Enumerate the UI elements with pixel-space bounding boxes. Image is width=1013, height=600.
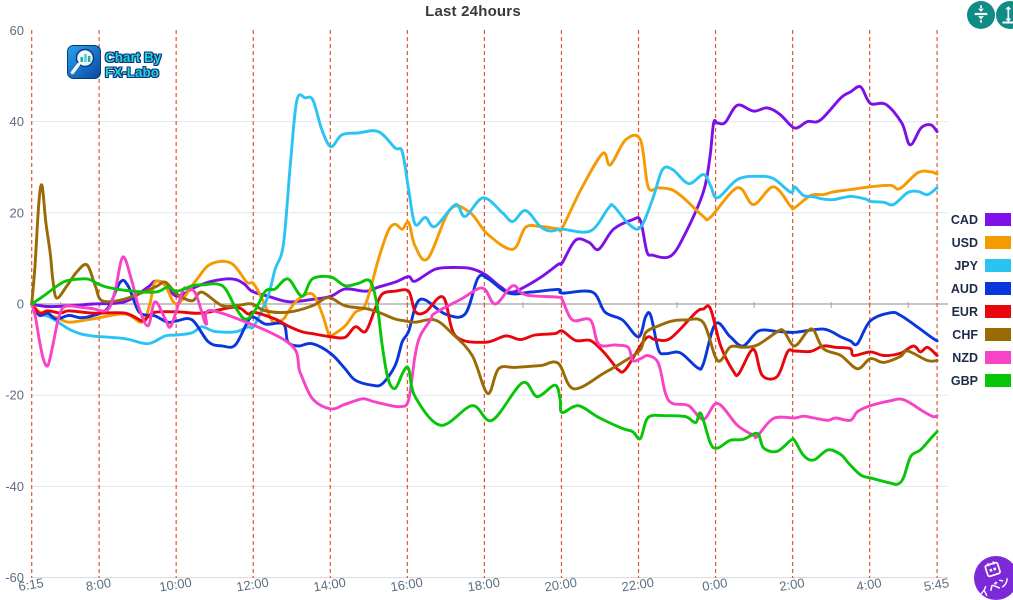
y-tick-label: 40: [10, 114, 24, 129]
legend-label: CAD: [950, 212, 978, 227]
legend-label: GBP: [950, 373, 978, 388]
legend-label: JPY: [954, 258, 978, 273]
legend-swatch: [985, 236, 1011, 249]
legend-item-JPY[interactable]: JPY: [951, 258, 1011, 273]
y-tick-label: -40: [5, 479, 24, 494]
legend: CAD USD JPY AUD EUR CHF NZD GBP: [951, 213, 1011, 397]
x-tick-label: 10:00: [158, 575, 192, 595]
event-button-label: イベン: [977, 575, 1013, 600]
fx-labo-logo: Chart By FX-Labo: [67, 45, 161, 84]
x-tick-label: 18:00: [466, 575, 500, 595]
x-tick-label: 20:00: [544, 575, 578, 595]
legend-item-CAD[interactable]: CAD: [950, 212, 1011, 227]
x-tick-label: 8:00: [85, 575, 112, 594]
y-axis-labels: 60 40 20 0 -20 -40 -60: [5, 23, 24, 585]
x-tick-label: 5:45: [923, 575, 950, 594]
legend-swatch: [985, 213, 1011, 226]
legend-label: CHF: [952, 327, 978, 342]
y-tick-label: -60: [5, 570, 24, 585]
y-tick-label: -20: [5, 388, 24, 403]
magnifier-chart-icon: [67, 45, 101, 84]
legend-swatch: [985, 259, 1011, 272]
x-tick-label: 0:00: [701, 575, 728, 594]
x-axis-labels: 6:15 8:00 10:00 12:00 14:00 16:00 18:00 20:00 22…: [17, 575, 950, 595]
series-line-CAD: [30, 85, 939, 309]
expand-vertical-icon: [1000, 4, 1013, 27]
series-line-NZD: [30, 255, 939, 440]
legend-swatch: [985, 351, 1011, 364]
x-tick-label: 6:15: [17, 575, 44, 594]
compress-vertical-icon: [971, 4, 991, 27]
legend-label: NZD: [952, 350, 978, 365]
x-tick-label: 2:00: [778, 575, 805, 594]
x-tick-label: 4:00: [855, 575, 882, 594]
legend-label: USD: [951, 235, 978, 250]
series-line-USD: [30, 133, 939, 339]
series-line-EUR: [30, 288, 939, 381]
legend-label: AUD: [950, 281, 978, 296]
legend-swatch: [985, 328, 1011, 341]
logo-text: Chart By FX-Labo: [105, 49, 162, 80]
x-tick-label: 22:00: [621, 575, 655, 595]
legend-swatch: [985, 374, 1011, 387]
y-tick-label: 20: [10, 205, 24, 220]
legend-item-NZD[interactable]: NZD: [951, 350, 1011, 365]
series-line-JPY: [30, 93, 939, 346]
y-tick-label: 60: [10, 23, 24, 38]
legend-label: EUR: [951, 304, 978, 319]
chart-title: Last 24hours: [425, 3, 521, 20]
x-tick-label: 12:00: [235, 575, 269, 595]
x-tick-label: 16:00: [389, 575, 423, 595]
legend-item-GBP[interactable]: GBP: [950, 373, 1011, 388]
legend-item-USD[interactable]: USD: [951, 235, 1011, 250]
expand-vertical-button[interactable]: [996, 1, 1013, 29]
event-button[interactable]: イベン: [974, 556, 1013, 600]
y-tick-label: 0: [17, 297, 24, 312]
legend-item-CHF[interactable]: CHF: [951, 327, 1011, 342]
legend-item-AUD[interactable]: AUD: [950, 281, 1011, 296]
legend-item-EUR[interactable]: EUR: [951, 304, 1011, 319]
x-tick-label: 14:00: [312, 575, 346, 595]
legend-swatch: [985, 305, 1011, 318]
series-line-GBP: [30, 274, 939, 486]
series-line-CHF: [30, 183, 939, 395]
horizontal-gridlines: [31, 121, 948, 579]
compress-vertical-button[interactable]: [967, 1, 995, 29]
legend-swatch: [985, 282, 1011, 295]
